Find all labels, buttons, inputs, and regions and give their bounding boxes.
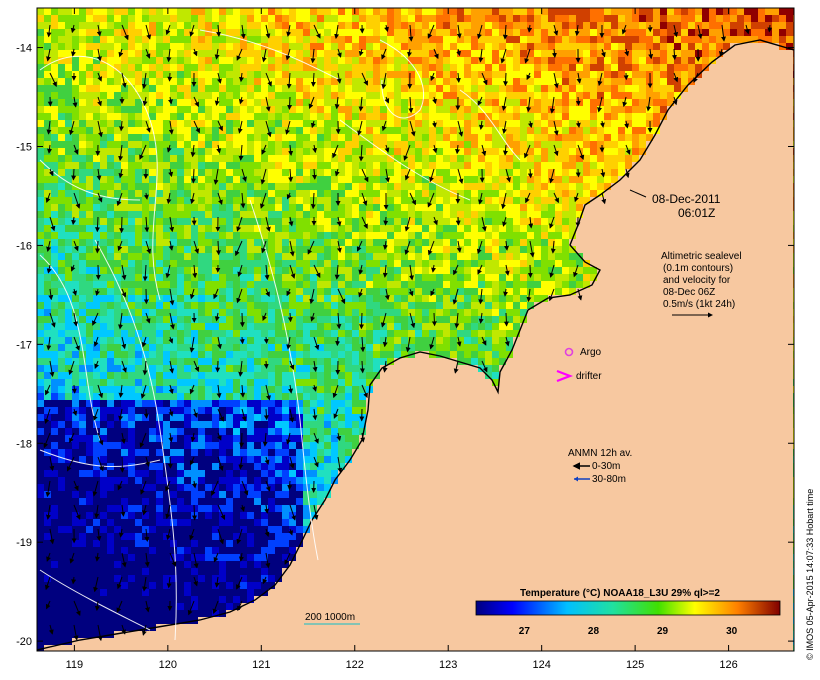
drifter-legend: drifter xyxy=(556,369,602,383)
velocity-arrows xyxy=(43,24,773,642)
colorbar-tick-label: 27 xyxy=(519,626,531,637)
x-tick-label: 123 xyxy=(439,659,457,671)
date-label: 08-Dec-2011 xyxy=(652,192,721,206)
plot-area xyxy=(37,8,794,651)
x-tick-label: 121 xyxy=(252,659,270,671)
argo-label: Argo xyxy=(580,347,602,358)
x-tick-label: 122 xyxy=(346,659,364,671)
anmn-legend: ANMN 12h av. 0-30m 30-80m xyxy=(568,448,632,485)
anmn-deep-label: 30-80m xyxy=(592,474,626,485)
altimetry-line-5: 0.5m/s (1kt 24h) xyxy=(663,299,735,310)
credit-text: © IMOS 05-Apr-2015 14:07:33 Hobart time xyxy=(805,489,815,660)
colorbar-gradient xyxy=(475,600,781,616)
altimetry-line-4: 08-Dec 06Z xyxy=(663,287,715,298)
y-tick-label: -14 xyxy=(16,43,32,55)
x-tick-label: 119 xyxy=(66,659,84,671)
colorbar-title: Temperature (°C) NOAA18_L3U 29% ql>=2 xyxy=(520,588,720,599)
colorbar-tick-label: 30 xyxy=(726,626,738,637)
depth-legend-label: 200 1000m xyxy=(305,612,355,623)
altimetry-line-1: Altimetric sealevel xyxy=(661,251,742,262)
y-tick-label: -15 xyxy=(16,141,32,153)
date-leader xyxy=(629,189,647,198)
y-axis: -14 -15 -16 -17 -18 -19 -20 xyxy=(16,43,794,648)
time-label: 06:01Z xyxy=(678,206,715,220)
y-tick-label: -18 xyxy=(16,438,32,450)
altimetry-line-2: (0.1m contours) xyxy=(663,263,733,274)
colorbar-tick-label: 28 xyxy=(588,626,600,637)
argo-legend: Argo xyxy=(564,347,602,358)
anmn-deep-arrowhead xyxy=(574,476,578,482)
altimetry-legend: Altimetric sealevel (0.1m contours) and … xyxy=(661,251,742,318)
anmn-shallow-label: 0-30m xyxy=(592,461,620,472)
drifter-label: drifter xyxy=(576,371,602,382)
drifter-marker xyxy=(556,369,574,383)
x-tick-label: 124 xyxy=(532,659,550,671)
altimetry-line-3: and velocity for xyxy=(663,275,731,286)
anmn-title: ANMN 12h av. xyxy=(568,448,632,459)
x-axis: 119 120 121 122 123 124 125 126 xyxy=(66,8,738,671)
y-tick-label: -20 xyxy=(16,636,32,648)
x-tick-label: 120 xyxy=(159,659,177,671)
x-tick-label: 125 xyxy=(626,659,644,671)
argo-marker xyxy=(564,347,574,357)
colorbar: Temperature (°C) NOAA18_L3U 29% ql>=2 27… xyxy=(475,588,781,637)
y-tick-label: -17 xyxy=(16,339,32,351)
y-tick-label: -16 xyxy=(16,240,32,252)
depth-legend: 200 1000m xyxy=(304,612,360,625)
coastline xyxy=(37,39,794,651)
plot-frame xyxy=(36,7,795,652)
colorbar-labels: 27 28 29 30 xyxy=(519,626,738,637)
x-tick-label: 126 xyxy=(719,659,737,671)
colorbar-tick-label: 29 xyxy=(657,626,669,637)
y-tick-label: -19 xyxy=(16,537,32,549)
